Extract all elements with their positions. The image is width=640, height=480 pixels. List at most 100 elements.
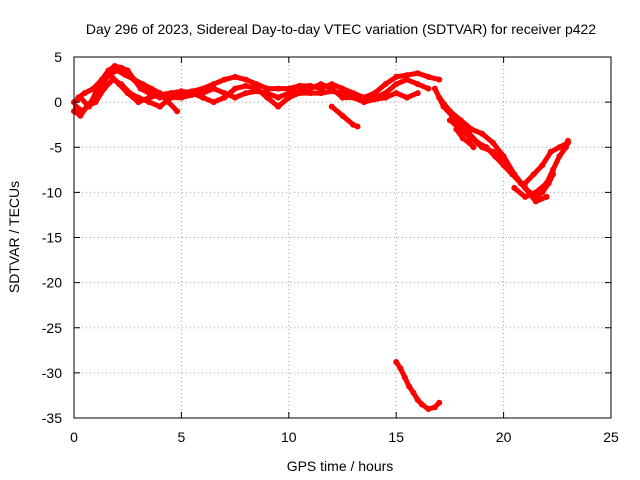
data-point — [550, 171, 556, 178]
data-point — [105, 72, 112, 79]
data-point — [436, 94, 443, 101]
data-point — [307, 90, 314, 97]
data-point — [414, 90, 421, 97]
data-point — [361, 94, 367, 101]
data-point — [446, 108, 453, 115]
data-point — [446, 117, 453, 124]
data-point — [382, 90, 389, 97]
data-point — [431, 404, 438, 411]
data-point — [545, 180, 552, 187]
data-point — [131, 76, 138, 83]
data-point — [116, 81, 123, 88]
data-point — [232, 85, 239, 92]
data-point — [210, 81, 217, 88]
data-point — [232, 94, 239, 101]
data-point — [328, 103, 335, 110]
data-point — [425, 85, 432, 92]
data-point — [522, 180, 529, 187]
data-point — [81, 90, 88, 97]
data-point — [285, 94, 292, 101]
data-point — [522, 184, 529, 191]
data-point — [382, 81, 389, 88]
data-point — [479, 130, 486, 137]
data-point — [466, 139, 473, 146]
data-point — [174, 108, 181, 115]
data-point — [414, 70, 421, 77]
data-point — [210, 99, 217, 106]
data-point — [253, 81, 260, 88]
data-point — [459, 135, 466, 142]
data-point — [436, 399, 443, 406]
data-point — [88, 99, 95, 106]
data-point — [425, 73, 432, 80]
y-tick-label: -20 — [42, 275, 62, 291]
data-point — [156, 90, 163, 97]
y-tick-label: 5 — [54, 49, 62, 65]
x-axis-label: GPS time / hours — [287, 458, 394, 474]
data-point — [414, 81, 421, 88]
data-point — [479, 144, 486, 151]
data-point — [453, 126, 460, 133]
data-point — [361, 99, 367, 106]
y-tick-label: -25 — [42, 320, 62, 336]
data-point — [522, 193, 529, 200]
data-point — [419, 401, 425, 408]
data-point — [339, 85, 346, 92]
data-point — [114, 67, 120, 74]
x-tick-label: 10 — [281, 429, 297, 445]
data-point — [146, 94, 153, 101]
data-point — [90, 85, 97, 92]
data-point — [532, 193, 539, 200]
data-points — [71, 63, 571, 412]
data-point — [539, 162, 546, 169]
data-point — [354, 123, 361, 130]
data-point — [221, 76, 228, 83]
series-track-12 — [533, 171, 556, 200]
data-point — [414, 396, 421, 403]
data-point — [425, 406, 432, 412]
data-point — [111, 63, 118, 69]
data-point — [556, 144, 563, 151]
data-point — [146, 90, 153, 97]
data-point — [148, 85, 155, 92]
data-point — [232, 73, 239, 80]
data-point — [242, 82, 249, 89]
axis-ticks: 0 5 10 15 20 25 5 0 -5 -10 -15 -20 -25 -30 -35 — [42, 49, 619, 445]
data-point — [532, 198, 539, 205]
data-point — [393, 73, 400, 80]
data-point — [73, 103, 80, 110]
data-point — [165, 99, 172, 106]
x-tick-label: 0 — [70, 429, 78, 445]
data-point — [167, 90, 174, 97]
data-point — [547, 148, 554, 155]
data-point — [77, 112, 84, 119]
data-point — [275, 103, 282, 110]
data-point — [565, 139, 571, 146]
data-point — [167, 94, 174, 101]
data-point — [489, 139, 496, 146]
y-tick-label: -10 — [42, 184, 62, 200]
series-track-9 — [453, 126, 476, 150]
data-point — [550, 166, 556, 173]
data-point — [436, 76, 443, 83]
data-point — [79, 108, 86, 115]
data-point — [556, 153, 563, 160]
chart-title: Day 296 of 2023, Sidereal Day-to-day VTE… — [86, 21, 596, 37]
data-point — [339, 112, 346, 119]
data-point — [139, 81, 146, 88]
x-tick-label: 15 — [388, 429, 404, 445]
data-point — [122, 72, 129, 79]
data-point — [350, 91, 357, 98]
data-point — [285, 85, 292, 92]
grid-lines — [74, 57, 611, 418]
data-point — [135, 99, 142, 106]
data-point — [511, 171, 518, 178]
data-point — [403, 76, 410, 83]
data-point — [242, 90, 249, 97]
data-point — [530, 171, 537, 178]
data-point — [296, 90, 303, 97]
data-point — [137, 85, 144, 92]
data-point — [178, 88, 185, 95]
data-point — [199, 94, 206, 101]
